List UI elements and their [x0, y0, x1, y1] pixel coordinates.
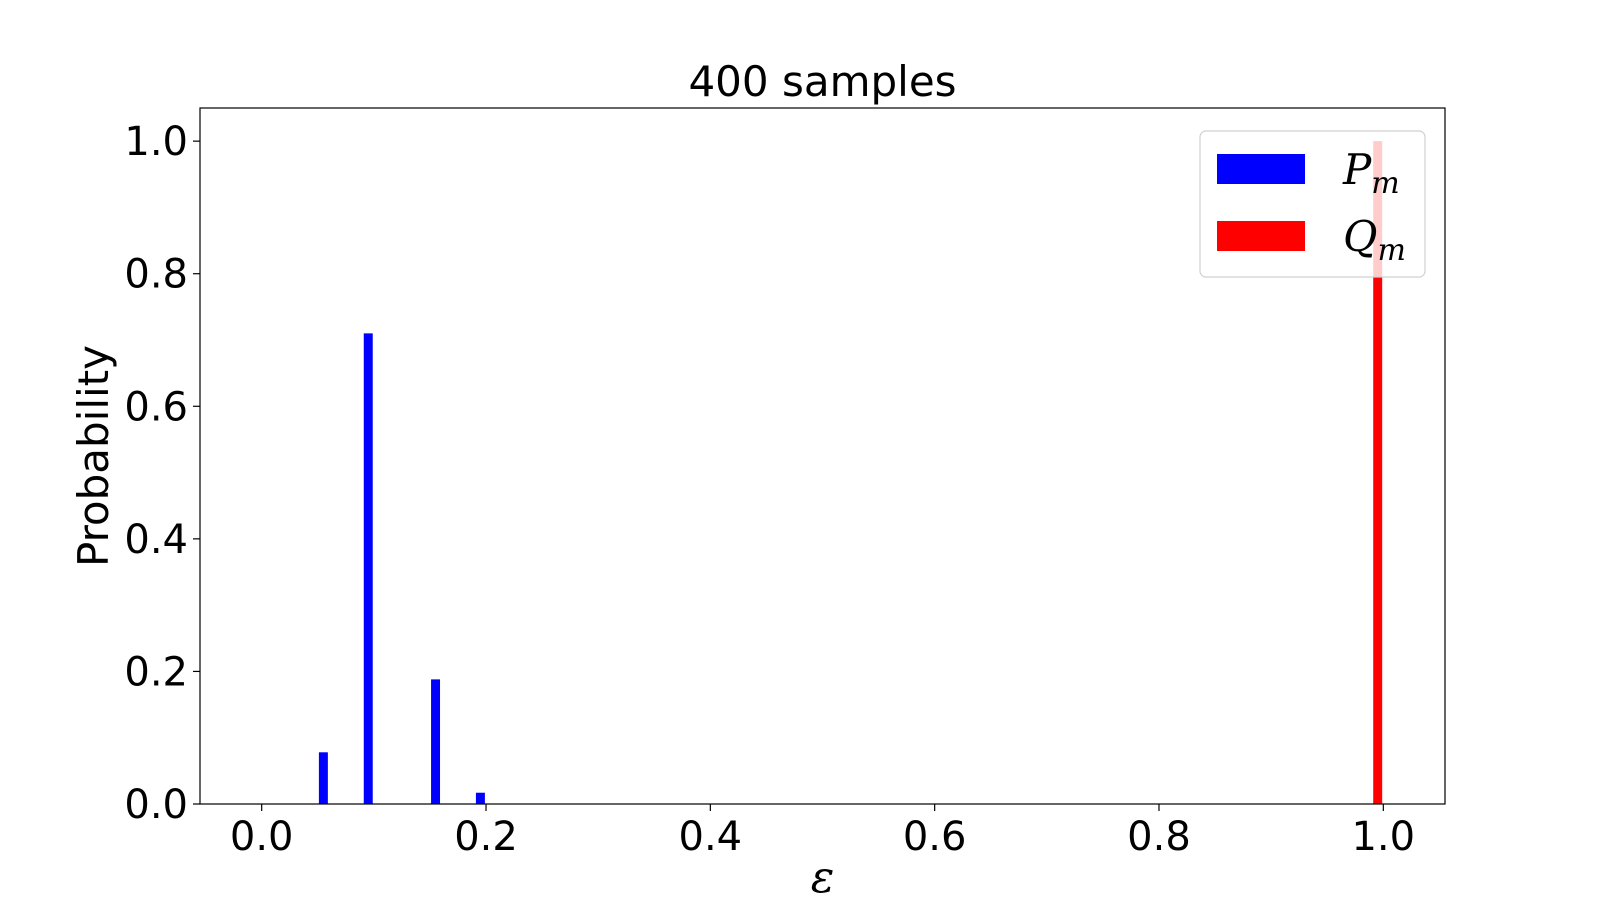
bars-layer	[318, 141, 1383, 805]
y-tick-label: 1.0	[124, 119, 188, 165]
legend-subscript: m	[1377, 233, 1405, 268]
x-tick-label: 0.4	[679, 814, 743, 860]
y-tick-label: 0.6	[124, 384, 188, 430]
x-tick-label: 0.2	[454, 814, 518, 860]
plot-area-frame	[199, 107, 1446, 805]
x-axis-label: ε	[811, 852, 835, 900]
x-axis-ticks: 0.0 0.2 0.4 0.6 0.8 1.0	[230, 804, 1415, 860]
bar-p-0	[318, 752, 328, 804]
x-tick-label: 0.8	[1127, 814, 1191, 860]
x-tick-label: 0.0	[230, 814, 294, 860]
bar-p-3	[475, 792, 485, 804]
bar-p-2	[431, 679, 441, 804]
legend-label-q: Qm	[1343, 212, 1406, 268]
y-tick-label: 0.2	[124, 649, 188, 695]
bar-p-1	[363, 333, 373, 804]
y-tick-label: 0.0	[124, 782, 188, 828]
x-tick-label: 0.6	[903, 814, 967, 860]
y-tick-label: 0.4	[124, 517, 188, 563]
y-axis-ticks: 0.0 0.2 0.4 0.6 0.8 1.0	[124, 119, 200, 828]
legend-subscript: m	[1371, 166, 1399, 201]
y-axis-label: Probability	[69, 345, 118, 567]
chart-title: 400 samples	[688, 57, 956, 106]
legend-swatch-q	[1217, 221, 1305, 251]
x-tick-label: 1.0	[1351, 814, 1415, 860]
bar-q-0	[1373, 141, 1383, 805]
y-tick-label: 0.8	[124, 252, 188, 298]
legend-swatch-p	[1217, 154, 1305, 184]
